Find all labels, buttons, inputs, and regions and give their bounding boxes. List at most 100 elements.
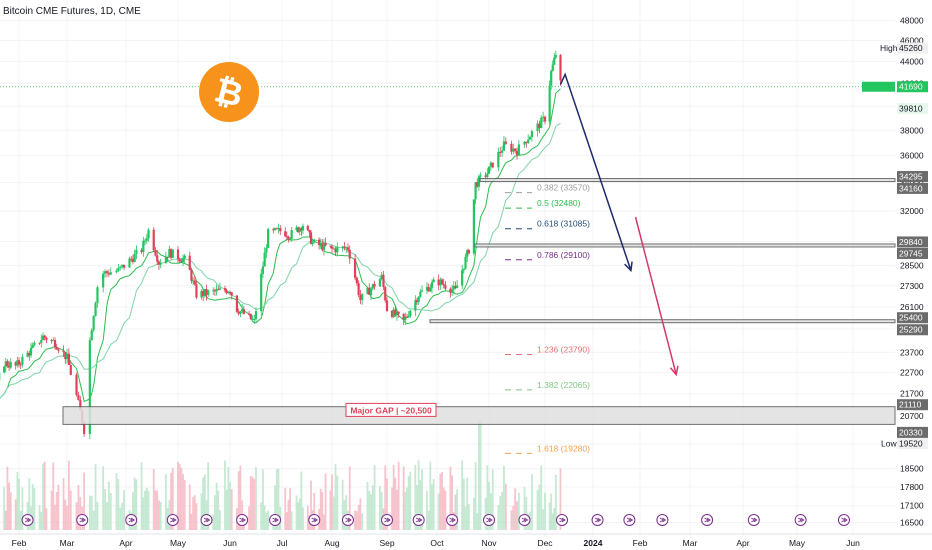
candle [405, 316, 409, 318]
candle [53, 340, 57, 348]
volume-bar [16, 472, 19, 530]
candle [230, 292, 233, 296]
volume-bar [417, 460, 420, 530]
volume-bar [421, 469, 423, 530]
candle [77, 394, 80, 400]
event-marker-icon[interactable] [381, 514, 393, 526]
candle [38, 342, 41, 344]
volume-bar [345, 495, 348, 530]
candle [57, 349, 60, 351]
event-marker-icon[interactable] [236, 514, 249, 526]
candle [133, 253, 136, 262]
candle [156, 255, 159, 262]
volume-bar [467, 503, 470, 530]
candle [297, 227, 300, 233]
projection-arrow[interactable] [634, 216, 677, 375]
current-price-badge [897, 81, 928, 93]
candle [40, 340, 43, 343]
volume-bar [164, 474, 167, 530]
event-marker-icon[interactable] [747, 514, 760, 526]
event-marker-icon[interactable] [125, 514, 138, 526]
fibonacci-levels[interactable]: 0.382 (33570) 0.5 (32480) 0.618 (31085) 0.7… [505, 183, 590, 454]
bitcoin-logo-circle [199, 62, 259, 122]
event-marker-icon[interactable] [166, 514, 179, 526]
volume-bar [366, 481, 369, 530]
price-zone[interactable] [62, 406, 896, 425]
candle [29, 347, 33, 356]
volume-bar [432, 479, 435, 530]
event-marker-icon[interactable] [656, 514, 669, 526]
event-marker-icon[interactable] [794, 514, 807, 526]
volume-bar [177, 461, 179, 530]
time-axis[interactable]: Feb Mar Apr May Jun Jul Aug Sep Oct Nov Dec 2024 Feb… [0, 533, 932, 548]
candle [31, 344, 34, 348]
volume-bar [147, 490, 150, 530]
event-marker-icon[interactable] [518, 514, 531, 526]
volume-bar [214, 495, 216, 530]
event-marker-icon[interactable] [591, 514, 604, 526]
volume-bar [62, 478, 65, 530]
zone-bottom-label: 25290 [899, 325, 923, 335]
event-marker-icon[interactable] [308, 514, 321, 526]
price-zone[interactable] [479, 178, 896, 183]
volume-bar [461, 460, 464, 530]
event-marker-icon[interactable] [701, 514, 714, 526]
volume-bar [104, 489, 106, 530]
candle [484, 175, 487, 177]
event-marker-icon[interactable] [200, 514, 213, 526]
volume-bar [551, 513, 554, 530]
candle [527, 139, 530, 144]
event-marker-icon[interactable] [76, 514, 89, 526]
candle [135, 249, 138, 254]
volume-bar [249, 476, 252, 530]
candle [140, 249, 143, 252]
projection-arrows[interactable] [0, 72, 895, 377]
fib-level-label: 1.618 (19280) [537, 443, 590, 453]
volume-bar [324, 473, 327, 530]
candle [417, 296, 420, 303]
event-marker-icon[interactable] [483, 514, 495, 526]
candle [166, 256, 169, 258]
low-price-label: 19520 [899, 439, 923, 449]
candle [515, 151, 519, 156]
event-marker-icon[interactable] [341, 514, 354, 526]
projection-arrow[interactable] [559, 72, 632, 271]
candle [272, 229, 275, 231]
candle [102, 273, 105, 288]
support-zones[interactable]: Major GAP | ~20,500 [62, 178, 896, 425]
moving-average-line [0, 88, 561, 403]
price-axis[interactable]: 4800046000440004200040000380003600034000… [880, 0, 932, 550]
volume-bar [414, 464, 417, 530]
candle [510, 143, 513, 152]
event-marker-icon[interactable] [446, 514, 459, 526]
price-zone[interactable] [474, 243, 896, 248]
zone-bottom-badge [897, 247, 928, 259]
event-markers[interactable] [0, 514, 850, 526]
volume-bar [407, 476, 410, 530]
event-marker-icon[interactable] [412, 514, 425, 526]
event-marker-icon[interactable] [837, 514, 850, 526]
fib-level-label: 1.236 (23790) [537, 344, 590, 354]
volume-bar [444, 490, 447, 530]
volume-bar [478, 420, 480, 530]
event-marker-icon[interactable] [269, 514, 282, 526]
volume-bar [171, 467, 174, 530]
volume-bar [300, 471, 303, 530]
volume-bar [491, 469, 494, 530]
event-marker-icon[interactable] [556, 514, 569, 526]
event-marker-icon[interactable] [21, 514, 34, 526]
zone-bottom-label: 20330 [899, 427, 923, 437]
zone-top-badge [897, 312, 928, 324]
volume-bars [0, 420, 562, 530]
candle [542, 116, 545, 118]
candle [346, 247, 350, 250]
volume-bar [94, 464, 97, 530]
gap-label-box[interactable] [345, 402, 437, 417]
volume-bar [295, 495, 298, 530]
event-marker-icon[interactable] [623, 514, 636, 526]
candle [8, 365, 11, 368]
candle [452, 285, 455, 290]
candle [253, 318, 256, 320]
volume-bar [212, 514, 215, 530]
